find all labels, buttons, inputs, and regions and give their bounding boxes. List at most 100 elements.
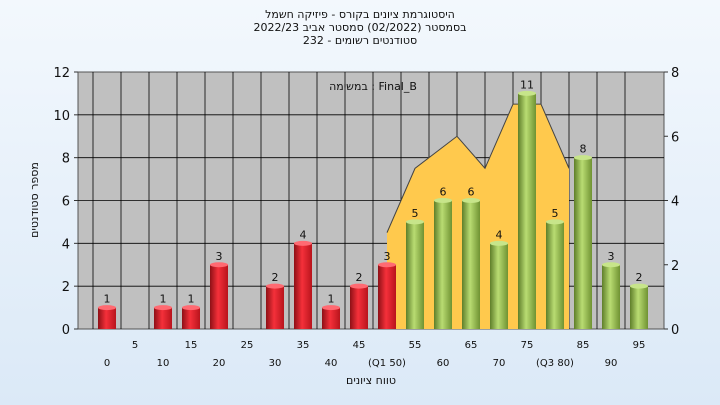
data-label-45: 2 xyxy=(356,271,363,284)
bar-85 xyxy=(574,157,592,329)
data-label-10: 1 xyxy=(160,293,167,306)
bar-top-85 xyxy=(574,155,592,161)
chart-subtitle: בסמסטר (02/2022) סמסטר אביב 2022/23 xyxy=(253,21,467,34)
x-tick-label: 40 xyxy=(325,358,338,369)
bar-15 xyxy=(182,307,200,329)
x-tick-label: (Q3 80) xyxy=(536,358,574,369)
bar-40 xyxy=(322,307,340,329)
x-tick-label: 0 xyxy=(104,358,110,369)
x-tick-label: 95 xyxy=(633,340,646,351)
y-tick-label: 2 xyxy=(62,280,70,295)
bar-55 xyxy=(406,221,424,329)
bar-top-50 xyxy=(378,262,396,268)
data-label-90: 3 xyxy=(608,250,615,263)
y2-tick-label: 8 xyxy=(671,66,679,81)
x-tick-label: 20 xyxy=(213,358,226,369)
bar-60 xyxy=(434,200,452,329)
y-axis-ticks: 0 2 4 6 8 10 12 xyxy=(53,66,78,338)
bar-0 xyxy=(98,307,116,329)
bar-top-45 xyxy=(350,283,368,289)
y-tick-label: 0 xyxy=(62,323,70,338)
bar-70 xyxy=(490,243,508,329)
bar-series xyxy=(98,90,648,330)
x-tick-label: 90 xyxy=(605,358,618,369)
bar-top-15 xyxy=(182,305,200,311)
y2-tick-label: 4 xyxy=(671,195,679,210)
y-tick-label: 6 xyxy=(62,195,70,210)
x-tick-label: 10 xyxy=(157,358,170,369)
data-label-65: 6 xyxy=(468,186,475,199)
y2-tick-label: 0 xyxy=(671,323,679,338)
data-label-95: 2 xyxy=(636,271,643,284)
bar-top-80 xyxy=(546,219,564,225)
bar-top-60 xyxy=(434,198,452,203)
bar-30 xyxy=(266,286,284,329)
area-line xyxy=(386,103,570,233)
x-tick-label: 55 xyxy=(409,340,422,351)
chart-enrollment: סטודנטים רשומים - 232 xyxy=(302,34,418,47)
x-axis-label: טווח ציונים xyxy=(346,374,396,387)
bar-top-90 xyxy=(602,262,620,268)
chart-titles: היסטוגרמת ציונים בקורס - פיזיקה חשמל בסמ… xyxy=(0,8,720,47)
y-axis-label: מספר סטודנטים xyxy=(28,162,41,238)
y2-tick-label: 2 xyxy=(671,259,679,274)
bar-10 xyxy=(154,307,172,329)
bar-top-0 xyxy=(98,305,116,311)
data-label-35: 4 xyxy=(300,228,307,241)
bar-top-30 xyxy=(266,283,284,289)
data-label-80: 5 xyxy=(552,207,559,220)
data-label-30: 2 xyxy=(272,271,279,284)
bar-top-55 xyxy=(406,219,424,225)
data-label-15: 1 xyxy=(188,293,195,306)
bar-45 xyxy=(350,286,368,329)
bar-65 xyxy=(462,200,480,329)
bar-90 xyxy=(602,264,620,329)
bar-top-10 xyxy=(154,305,172,311)
x-tick-label: 85 xyxy=(577,340,590,351)
data-label-20: 3 xyxy=(216,250,223,263)
x-tick-label: 70 xyxy=(493,358,506,369)
bar-top-65 xyxy=(462,198,480,203)
bar-top-40 xyxy=(322,305,340,311)
data-label-40: 1 xyxy=(328,293,335,306)
y-tick-label: 12 xyxy=(53,66,70,81)
bar-top-95 xyxy=(630,283,648,289)
data-label-60: 6 xyxy=(440,186,447,199)
x-tick-label: 45 xyxy=(353,340,366,351)
y-tick-label: 8 xyxy=(62,152,70,167)
data-label-55: 5 xyxy=(412,207,419,220)
bar-80 xyxy=(546,221,564,329)
x-tick-label: 15 xyxy=(185,340,198,351)
bar-top-75 xyxy=(518,90,536,96)
chart-title: היסטוגרמת ציונים בקורס - פיזיקה חשמל xyxy=(265,8,455,21)
y2-axis-ticks: 0 2 4 6 8 xyxy=(664,66,679,338)
data-label-50: 3 xyxy=(384,250,391,263)
y-tick-label: 10 xyxy=(53,109,70,124)
x-tick-label: 5 xyxy=(132,340,138,351)
x-tick-label: 35 xyxy=(297,340,310,351)
bar-top-20 xyxy=(210,262,228,268)
bar-50 xyxy=(378,264,396,329)
x-tick-label: 30 xyxy=(269,358,282,369)
x-tick-label: 25 xyxy=(241,340,254,351)
y2-tick-label: 6 xyxy=(671,130,679,145)
bar-35 xyxy=(294,243,312,329)
annotation: במשימה : Final_B xyxy=(329,80,417,93)
bar-75 xyxy=(518,93,536,330)
bar-top-35 xyxy=(294,240,312,246)
bar-top-70 xyxy=(490,240,508,246)
bar-95 xyxy=(630,286,648,329)
data-label-70: 4 xyxy=(496,228,503,241)
x-axis-ticks: 0 5 10 15 20 25 30 35 40 45(Q1 50)55 60 65 70 75(Q3 8… xyxy=(104,340,646,369)
x-tick-label: 65 xyxy=(465,340,478,351)
x-tick-label: 75 xyxy=(521,340,534,351)
bar-20 xyxy=(210,264,228,329)
data-label-85: 8 xyxy=(580,143,587,156)
data-label-0: 1 xyxy=(104,293,111,306)
x-tick-label: 60 xyxy=(437,358,450,369)
data-label-75: 11 xyxy=(520,78,534,91)
x-tick-label: (Q1 50) xyxy=(368,358,406,369)
y-tick-label: 4 xyxy=(62,237,70,252)
